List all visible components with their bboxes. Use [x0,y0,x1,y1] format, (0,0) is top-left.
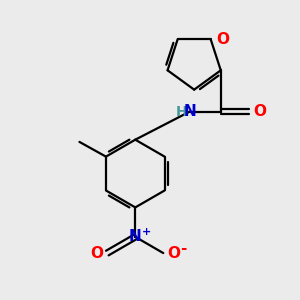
Text: O: O [90,246,103,261]
Text: H: H [176,104,188,118]
Text: N: N [129,230,142,244]
Text: -: - [180,241,187,256]
Text: O: O [168,246,181,261]
Text: O: O [253,104,266,119]
Text: O: O [216,32,229,46]
Text: N: N [184,104,196,119]
Text: +: + [142,226,151,237]
